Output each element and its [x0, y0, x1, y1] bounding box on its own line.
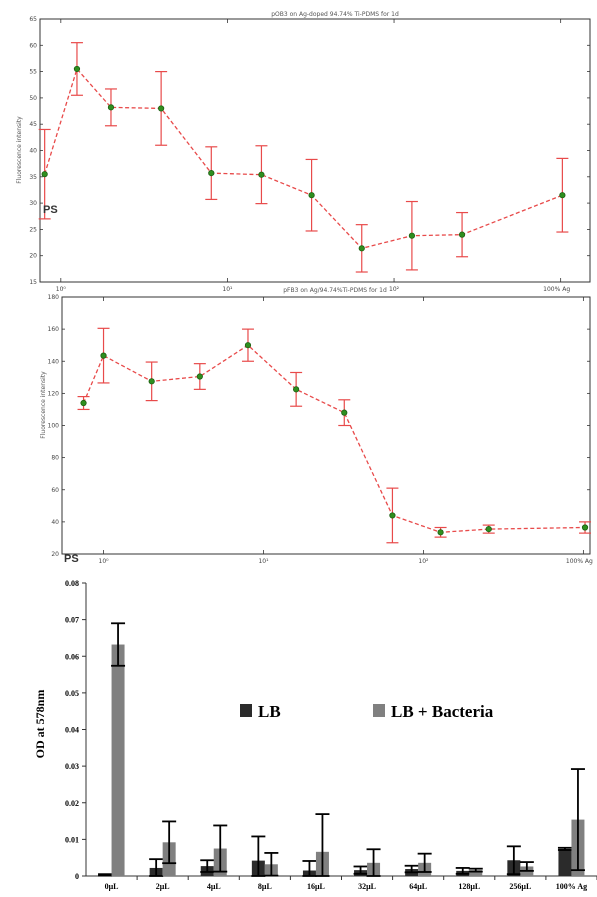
chart2-data-point	[244, 342, 252, 349]
chart3-ytick-label: 0.02	[65, 799, 79, 808]
chart2-data-point	[437, 529, 444, 536]
chart3-ytick-label: 0.05	[65, 689, 79, 698]
legend-label-lb-bacteria: LB + Bacteria	[391, 702, 494, 721]
chart1-title: pOB3 on Ag-doped 94.74% Ti-PDMS for 1d	[271, 11, 399, 18]
chart1-ytick-label: 30	[29, 200, 37, 207]
bar-lb	[558, 848, 572, 876]
chart2-title: pFB3 on Ag/94.74%Ti-PDMS for 1d	[283, 287, 387, 294]
chart3-ylabel: OD at 578nm	[33, 690, 47, 759]
chart1-plot-area	[39, 18, 591, 283]
chart3-xtick-label: 32μL	[358, 882, 376, 891]
chart3-ytick-label: 0.08	[65, 579, 79, 588]
chart1-xtick-label: 10⁰	[56, 286, 67, 293]
chart1-data-point	[358, 245, 365, 252]
chart1-ytick-label: 35	[29, 174, 37, 181]
chart3-ytick-label: 0.04	[65, 726, 79, 735]
chart2-ytick-label: 60	[51, 487, 59, 494]
bar-lb-bacteria	[469, 870, 483, 876]
legend-swatch-lb-bacteria	[373, 704, 385, 717]
chart3-ytick-label: 0	[75, 872, 79, 881]
chart2-ytick-label: 160	[48, 326, 60, 333]
chart2-plot-area	[61, 296, 591, 555]
chart2-data-point	[196, 373, 203, 380]
chart2-ytick-label: 120	[48, 390, 60, 397]
chart2-xtick-label: 10⁰	[99, 558, 110, 565]
chart1-ytick-label: 40	[29, 148, 37, 155]
chart3-xtick-label: 0μL	[105, 882, 119, 891]
chart2-data-point	[389, 512, 396, 519]
chart1-data-point	[559, 192, 566, 199]
chart2-data-point	[80, 399, 87, 407]
chart3-ytick-label: 0.03	[65, 762, 79, 771]
chart1-data-point	[458, 231, 466, 238]
chart1-ytick-label: 60	[29, 42, 37, 49]
chart1-data-point	[41, 171, 48, 178]
chart1-xtick-label: 100% Ag	[543, 286, 570, 293]
chart2-ytick-label: 80	[51, 455, 59, 462]
chart3-xtick-label: 256μL	[509, 882, 531, 891]
chart1-annotation: PS	[43, 204, 58, 216]
chart2-ytick-label: 140	[48, 358, 60, 365]
chart3-ytick-label: 0.01	[65, 835, 79, 844]
chart2-data-point	[293, 386, 300, 393]
chart2-series-line	[82, 344, 586, 533]
chart2-xtick-label: 10²	[418, 558, 429, 565]
chart3-ytick-label: 0.06	[65, 652, 79, 661]
chart2-ytick-label: 40	[51, 519, 59, 526]
chart2-xtick-label: 100% Ag	[566, 558, 593, 565]
od-bar-chart: OD at 578nm 0 0.01 0.02 0.03 0.04 0.05 0.06 0.0…	[33, 579, 597, 891]
fluorescence-chart-pfb3: pFB3 on Ag/94.74%Ti-PDMS for 1d Fluoresc…	[40, 287, 593, 565]
legend-label-lb: LB	[258, 702, 281, 721]
chart1-ytick-label: 45	[29, 121, 37, 128]
chart3-xtick-label: 4μL	[207, 882, 221, 891]
chart1-ytick-label: 25	[29, 226, 37, 233]
chart2-ylabel: Fluorescence intensity	[40, 371, 47, 439]
chart2-ytick-label: 180	[48, 294, 60, 301]
chart1-data-point	[258, 171, 265, 178]
chart1-ytick-label: 55	[29, 69, 37, 76]
chart2-data-point	[485, 526, 492, 533]
chart1-ytick-label: 20	[29, 253, 37, 260]
chart1-data-point	[107, 104, 115, 111]
chart2-xtick-label: 10¹	[258, 558, 269, 565]
legend-swatch-lb	[240, 704, 252, 717]
chart2-data-point	[148, 378, 155, 385]
chart2-ytick-label: 100	[48, 423, 60, 430]
chart3-xtick-label: 2μL	[156, 882, 170, 891]
chart1-data-point	[308, 192, 315, 199]
chart1-data-point	[408, 232, 416, 239]
chart1-xtick-label: 10²	[389, 286, 400, 293]
chart3-xtick-label: 16μL	[307, 882, 325, 891]
chart1-series-line	[44, 67, 563, 250]
chart3-xtick-label: 100% Ag	[556, 882, 587, 891]
chart1-ytick-label: 50	[29, 95, 37, 102]
chart1-ytick-label: 65	[29, 16, 37, 23]
chart2-data-point	[341, 409, 348, 416]
chart1-xtick-label: 10¹	[222, 286, 233, 293]
chart2-annotation: PS	[64, 553, 79, 565]
chart2-ytick-label: 20	[51, 551, 59, 558]
chart3-xtick-label: 8μL	[258, 882, 272, 891]
chart2-data-point	[581, 524, 589, 531]
bar-lb-bacteria	[111, 644, 125, 876]
chart1-ylabel: Fluorescence intensity	[16, 116, 23, 184]
chart3-ytick-label: 0.07	[65, 616, 79, 625]
chart1-data-point	[208, 170, 215, 177]
chart3-xtick-label: 64μL	[409, 882, 427, 891]
chart3-xtick-label: 128μL	[458, 882, 480, 891]
fluorescence-chart-pob3: pOB3 on Ag-doped 94.74% Ti-PDMS for 1d F…	[16, 11, 591, 293]
chart1-data-point	[73, 65, 81, 73]
chart3-legend: LB LB + Bacteria	[240, 702, 494, 721]
chart1-data-point	[158, 105, 165, 112]
chart2-data-point	[100, 352, 107, 359]
chart1-ytick-label: 15	[29, 279, 37, 286]
